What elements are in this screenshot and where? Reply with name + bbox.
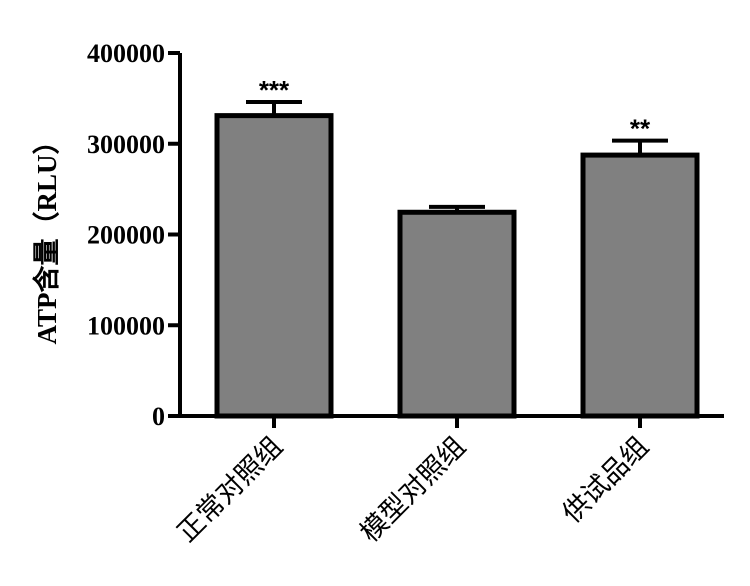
bar — [580, 152, 700, 419]
y-axis-title: ATP含量（RLU） — [31, 127, 62, 344]
significance-label: *** — [259, 75, 290, 105]
significance-label: ** — [630, 114, 651, 144]
x-tick-label: 模型对照组 — [355, 431, 472, 548]
bar-group: ** — [580, 114, 700, 419]
y-tick-label: 0 — [152, 402, 165, 431]
bar — [397, 209, 517, 419]
bar-group — [397, 204, 517, 419]
x-tick-label: 供试品组 — [557, 431, 655, 529]
x-axis: 正常对照组 模型对照组 供试品组 — [172, 414, 724, 548]
bars: ***** — [214, 75, 700, 419]
x-tick-label: 正常对照组 — [172, 431, 289, 548]
y-tick-label: 300000 — [87, 130, 165, 159]
y-tick-label: 400000 — [87, 39, 165, 68]
bar — [214, 113, 334, 419]
y-tick-label: 100000 — [87, 311, 165, 340]
y-tick-label: 200000 — [87, 221, 165, 250]
y-axis: 0 100000 200000 300000 400000 — [87, 39, 182, 431]
bar-group: *** — [214, 75, 334, 419]
